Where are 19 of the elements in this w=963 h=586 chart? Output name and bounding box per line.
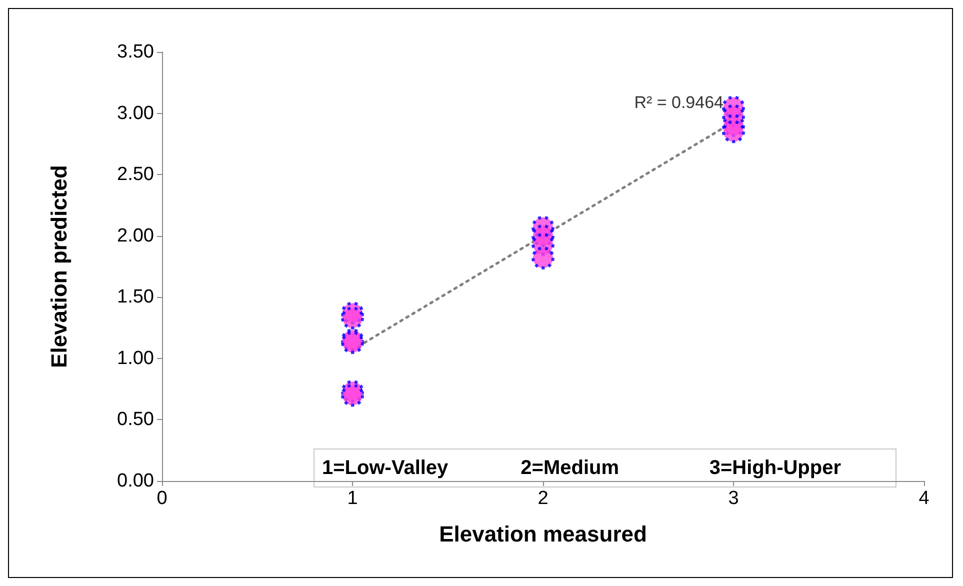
x-tick-label: 4 [918,488,930,509]
y-tick-label: 0.00 [117,470,154,492]
x-tick-label: 0 [156,488,168,509]
x-tick-label: 3 [728,488,739,509]
annotation: R² = 0.9464 [634,92,724,112]
y-tick-label: 2.00 [117,225,154,246]
annotation: 1=Low-Valley [322,457,450,479]
y-tick-label: 2.50 [117,164,154,186]
y-tick-label: 1.50 [117,286,154,308]
y-axis-title: Elevation predicted [46,165,72,368]
y-tick-label: 3.50 [117,42,154,62]
annotation: 2=Medium [520,457,620,479]
x-axis-title: Elevation measured [439,522,647,546]
annotation: 3=High-Upper [709,457,842,479]
y-tick-label: 0.50 [117,409,154,430]
y-tick-label: 1.00 [117,348,154,369]
y-tick-label: 3.00 [117,102,154,124]
x-tick-label: 1 [347,488,358,509]
x-tick-label: 2 [538,488,548,509]
